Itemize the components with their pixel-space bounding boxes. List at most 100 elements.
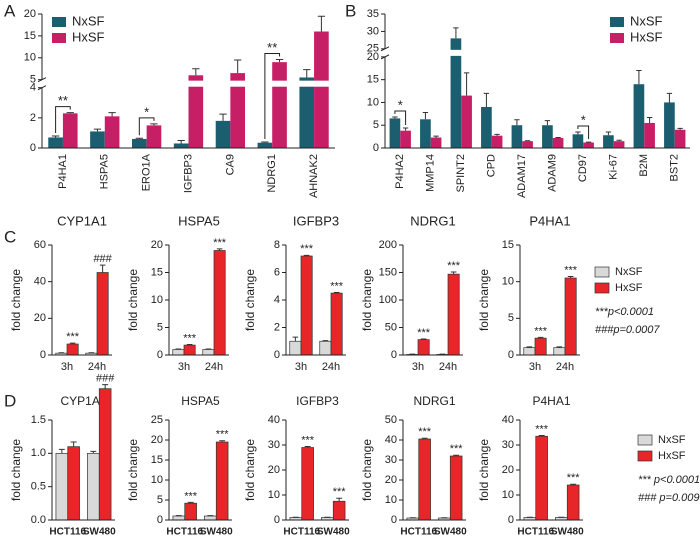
error-bar <box>51 135 60 138</box>
error-bar <box>421 437 428 439</box>
error-bar <box>216 248 223 251</box>
bar <box>417 339 430 356</box>
y-tick-label: 0 <box>508 349 514 361</box>
y-tick-label: 15 <box>151 454 163 466</box>
y-tick-label: 20 <box>151 434 163 446</box>
y-tick-label: 0 <box>274 349 280 361</box>
error-bar <box>453 454 460 456</box>
y-tick-label: 6 <box>274 266 280 278</box>
bar <box>535 435 548 521</box>
bar <box>213 250 226 356</box>
legend-label: NxSF <box>658 434 686 446</box>
error-bar <box>537 336 544 339</box>
y-axis-label: fold change <box>9 269 23 331</box>
significance-label: *** <box>66 331 80 343</box>
bar <box>389 118 401 148</box>
x-tick-label: 3h <box>61 361 73 373</box>
x-tick-label: HCT116 <box>283 527 320 538</box>
x-tick-label: ADAM17 <box>516 154 528 198</box>
y-tick-label: 1.5 <box>31 414 46 426</box>
bar <box>332 500 346 521</box>
bar <box>447 273 460 356</box>
error-bar <box>538 435 545 437</box>
bar <box>553 347 566 356</box>
y-axis-label: fold change <box>243 439 257 501</box>
bar <box>299 77 315 148</box>
y-tick-label: 10 <box>385 494 397 506</box>
chart-title: IGFBP3 <box>293 213 339 228</box>
bar <box>491 135 503 148</box>
error-bar <box>102 384 109 389</box>
error-bar <box>205 348 212 350</box>
legend-swatch <box>610 33 624 43</box>
error-bar <box>58 448 65 454</box>
chart-title: P4HA1 <box>529 213 570 228</box>
bar <box>173 143 189 148</box>
error-bar <box>135 137 143 139</box>
x-tick-label: Ki-67 <box>608 154 620 180</box>
significance-label: *** <box>418 426 432 438</box>
y-tick-label: 40 <box>502 414 514 426</box>
bar <box>300 255 313 356</box>
bar <box>204 515 217 521</box>
panel-label: C <box>4 227 16 246</box>
x-tick-label: MMP14 <box>425 154 437 192</box>
bar <box>418 438 431 521</box>
bar <box>319 340 332 356</box>
bar <box>511 125 523 148</box>
bar <box>603 135 614 148</box>
bar <box>62 113 78 148</box>
y-tick-label: 200 <box>379 239 397 251</box>
significance-label: *** <box>184 490 198 502</box>
x-tick-label: ERO1A <box>141 153 153 191</box>
legend-swatch <box>52 17 66 27</box>
y-tick-label: 10 <box>151 294 163 306</box>
x-tick-label: HCT116 <box>400 527 437 538</box>
x-tick-label: HCT116 <box>49 527 86 538</box>
chart-title: HSPA5 <box>178 213 220 228</box>
y-tick-label: 15 <box>502 239 514 251</box>
error-bar <box>544 120 551 126</box>
footnote: ***p<0.0001 <box>595 306 654 318</box>
error-bar <box>219 113 227 121</box>
bar <box>664 102 675 148</box>
legend-swatch <box>610 17 624 27</box>
x-tick-label: NDRG1 <box>266 154 278 193</box>
y-tick-label: 5 <box>157 321 163 333</box>
bar <box>449 455 463 521</box>
chart-title: CYP1A1 <box>57 213 107 228</box>
y-tick-label: 20 <box>151 239 163 251</box>
x-tick-label: HCT116 <box>166 527 203 538</box>
error-bar <box>605 131 612 136</box>
bar <box>542 125 553 148</box>
bar <box>67 446 80 521</box>
error-bar <box>186 344 193 346</box>
bar <box>552 137 564 148</box>
bar <box>461 95 472 148</box>
y-tick-label: 10 <box>502 489 514 501</box>
y-axis-label: fold change <box>477 439 491 501</box>
error-bar <box>219 440 226 442</box>
chart-title: CYP1A1 <box>60 394 106 408</box>
y-tick-label: 4 <box>30 82 36 94</box>
y-tick-label: 0 <box>274 514 280 526</box>
bar <box>566 484 580 521</box>
break-mark <box>37 77 47 91</box>
x-tick-label: SW480 <box>200 527 233 538</box>
axis-break <box>379 49 692 56</box>
bar <box>131 138 147 148</box>
error-bar <box>187 501 194 504</box>
x-tick-label: 24h <box>322 361 340 373</box>
bar <box>564 277 577 356</box>
significance-label: *** <box>213 237 227 249</box>
y-tick-label: 100 <box>379 294 397 306</box>
error-bar <box>336 497 343 502</box>
significance-label: * <box>581 112 586 127</box>
y-tick-label: 25 <box>151 414 163 426</box>
x-tick-label: SW480 <box>317 527 350 538</box>
y-tick-label: 15 <box>367 74 379 86</box>
bar <box>183 344 196 356</box>
significance-label: *** <box>450 443 464 455</box>
